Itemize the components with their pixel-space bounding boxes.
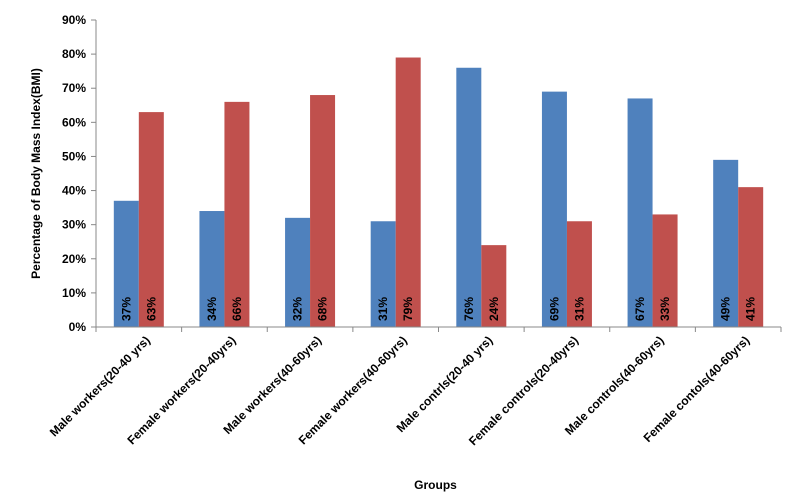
y-axis-ticks: 0% 10% 20% 30% 40% 50% 60% 70% 80% 90%: [62, 13, 96, 334]
data-label-series2-0: 63%: [144, 297, 158, 321]
bar-series2-7: [738, 187, 764, 327]
data-label-series1-3: 31%: [376, 297, 390, 321]
bar-series1-6: [627, 98, 653, 327]
bar-series1-1: [199, 211, 225, 327]
data-label-series1-4: 76%: [462, 297, 476, 321]
data-label-series2-3: 79%: [401, 297, 415, 321]
data-label-series1-1: 34%: [205, 297, 219, 321]
x-axis-title: Groups: [414, 478, 457, 492]
y-axis-title: Percentage of Body Mass Index(BMI): [29, 68, 43, 279]
data-label-series2-1: 66%: [230, 297, 244, 321]
bars-layer: [113, 57, 764, 328]
x-axis-categories: Male workers(20-40 yrs)Female workers(20…: [47, 327, 782, 448]
bar-series1-4: [456, 67, 482, 327]
data-label-series2-7: 41%: [744, 297, 758, 321]
bar-series2-3: [395, 57, 421, 328]
data-label-series2-6: 33%: [658, 297, 672, 321]
y-tick-label: 20%: [62, 252, 86, 266]
bar-series1-7: [713, 159, 739, 327]
data-label-series2-4: 24%: [487, 297, 501, 321]
bar-series2-5: [566, 221, 592, 327]
data-label-series2-2: 68%: [316, 297, 330, 321]
bar-series2-0: [138, 112, 164, 327]
x-category-label: Male controls(40-60yrs): [562, 333, 667, 438]
bar-series2-1: [224, 101, 250, 327]
bar-series1-3: [370, 221, 396, 327]
data-label-series1-0: 37%: [119, 297, 133, 321]
y-tick-label: 80%: [62, 47, 86, 61]
y-tick-label: 40%: [62, 184, 86, 198]
bar-series2-2: [310, 95, 336, 328]
data-label-series1-5: 69%: [547, 297, 561, 321]
x-category-label: Male workers(40-60yrs): [220, 333, 324, 437]
bar-series2-6: [652, 214, 678, 327]
bar-series2-4: [481, 245, 507, 327]
y-tick-label: 10%: [62, 286, 86, 300]
y-tick-label: 0%: [69, 320, 87, 334]
y-tick-label: 50%: [62, 149, 86, 163]
data-label-series1-7: 49%: [719, 297, 733, 321]
y-tick-label: 70%: [62, 81, 86, 95]
x-category-label: Male workers(20-40 yrs): [47, 333, 153, 439]
x-category-label: Male contrls(20-40 yrs): [394, 333, 496, 435]
data-label-series1-2: 32%: [291, 297, 305, 321]
y-tick-label: 90%: [62, 13, 86, 27]
data-label-series1-6: 67%: [633, 297, 647, 321]
data-label-series2-5: 31%: [572, 297, 586, 321]
bar-series1-0: [113, 200, 139, 327]
y-tick-label: 60%: [62, 115, 86, 129]
data-labels-layer: 37% 63% 34% 66% 32% 68% 31% 79% 76% 24% 69% 31% 67% 3…: [119, 297, 757, 321]
y-tick-label: 30%: [62, 218, 86, 232]
bar-series1-5: [541, 91, 567, 327]
bar-series1-2: [285, 217, 311, 327]
